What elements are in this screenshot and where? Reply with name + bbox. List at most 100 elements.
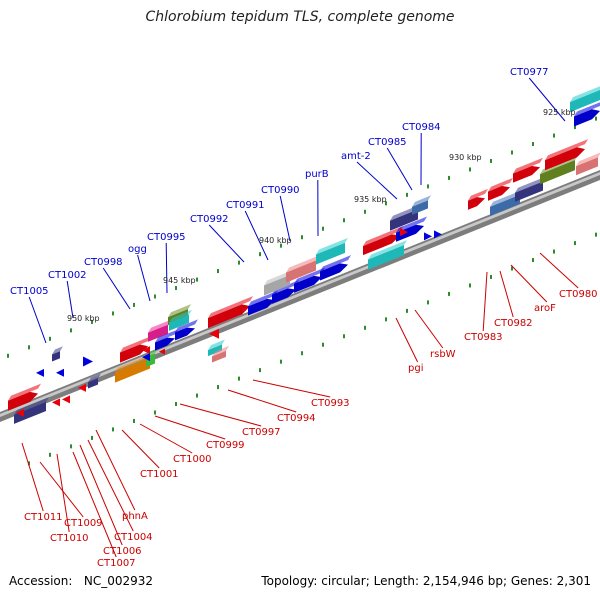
gene-label-top: CT0990 bbox=[261, 185, 300, 196]
gene-label-bottom: CT1006 bbox=[103, 546, 142, 557]
gene-feature bbox=[8, 383, 41, 411]
gene-label-top: CT1005 bbox=[10, 286, 49, 297]
leader-line bbox=[356, 161, 398, 200]
gene-label-top: CT1002 bbox=[48, 270, 87, 281]
topology-value: circular bbox=[321, 574, 366, 588]
leader-line bbox=[279, 195, 291, 242]
gene-label-bottom: CT1011 bbox=[24, 512, 63, 523]
gene-feature bbox=[576, 152, 600, 176]
length-label: Length: bbox=[373, 574, 420, 588]
scale-label: 930 kbp bbox=[449, 153, 482, 162]
gene-feature bbox=[316, 237, 348, 265]
leader-line bbox=[102, 267, 131, 310]
scale-label: 935 kbp bbox=[354, 195, 387, 204]
leader-line bbox=[39, 461, 84, 518]
gene-feature bbox=[264, 270, 293, 296]
gene-arrow bbox=[16, 408, 24, 417]
leader-line bbox=[87, 439, 134, 532]
gene-label-bottom: CT0997 bbox=[242, 427, 281, 438]
gene-arrow bbox=[83, 356, 93, 367]
leader-line bbox=[482, 271, 488, 332]
gene-label-top: amt-2 bbox=[341, 151, 371, 162]
gene-label-bottom: CT0993 bbox=[311, 398, 350, 409]
gene-label-top: CT0995 bbox=[147, 232, 186, 243]
length-value: 2,154,946 bp bbox=[422, 574, 503, 588]
leader-line bbox=[510, 264, 548, 303]
leader-line bbox=[499, 270, 514, 318]
leader-line bbox=[79, 444, 123, 546]
gene-label-bottom: aroF bbox=[534, 303, 556, 314]
gene-feature bbox=[488, 177, 513, 201]
gene-arrow bbox=[159, 348, 165, 355]
gene-feature bbox=[208, 339, 225, 357]
gene-label-bottom: CT0980 bbox=[559, 289, 598, 300]
leader-line bbox=[121, 429, 160, 469]
accession-value: NC_002932 bbox=[83, 574, 154, 588]
leader-line bbox=[539, 252, 579, 289]
gene-label-top: CT0992 bbox=[190, 214, 229, 225]
gene-label-top: CT0984 bbox=[402, 122, 441, 133]
leader-line bbox=[208, 224, 245, 263]
genes-value: 2,301 bbox=[556, 574, 591, 588]
gene-label-bottom: CT0999 bbox=[206, 440, 245, 451]
genes-label: Genes: bbox=[510, 574, 553, 588]
gene-feature bbox=[146, 348, 158, 368]
gene-features bbox=[8, 86, 600, 424]
gene-feature bbox=[169, 309, 192, 331]
leader-line bbox=[56, 453, 70, 533]
gene-feature bbox=[175, 319, 198, 341]
scale-ticks bbox=[7, 116, 597, 466]
leader-line bbox=[528, 77, 566, 122]
gene-arrow bbox=[56, 368, 64, 377]
scale-label: 940 kbp bbox=[259, 236, 292, 245]
gene-feature bbox=[515, 176, 546, 202]
gene-arrow bbox=[142, 346, 150, 355]
gene-label-bottom: phnA bbox=[122, 511, 148, 522]
genome-stats: Topology: circular; Length: 2,154,946 bp… bbox=[261, 574, 591, 588]
gene-feature bbox=[468, 188, 488, 210]
gene-feature bbox=[412, 195, 431, 215]
label-leader-lines bbox=[21, 77, 579, 558]
gene-feature bbox=[248, 290, 278, 316]
gene-feature bbox=[513, 157, 543, 183]
gene-feature bbox=[294, 267, 325, 293]
topology-label: Topology: bbox=[261, 574, 318, 588]
leader-line bbox=[414, 309, 444, 349]
gene-label-bottom: CT1010 bbox=[50, 533, 89, 544]
leader-line bbox=[139, 423, 193, 454]
leader-line bbox=[165, 242, 168, 294]
accession-label: Accession: bbox=[9, 574, 73, 588]
leader-line bbox=[28, 296, 47, 344]
leader-line bbox=[252, 379, 331, 398]
gene-feature bbox=[396, 216, 427, 242]
gene-arrow bbox=[434, 230, 442, 239]
scale-label: 950 kbp bbox=[67, 314, 100, 323]
leader-line bbox=[395, 317, 419, 363]
leader-line bbox=[137, 254, 151, 302]
gene-label-top: ogg bbox=[128, 244, 147, 255]
leader-line bbox=[386, 147, 413, 191]
leader-line bbox=[179, 403, 262, 427]
gene-arrow bbox=[52, 398, 60, 407]
gene-feature bbox=[88, 373, 101, 389]
gene-feature bbox=[212, 345, 229, 363]
map-title: Chlorobium tepidum TLS, complete genome bbox=[145, 9, 455, 25]
gene-feature bbox=[368, 240, 407, 270]
gene-feature bbox=[570, 86, 600, 113]
gene-label-bottom: CT0982 bbox=[494, 318, 533, 329]
gene-arrow bbox=[36, 368, 44, 377]
gene-feature bbox=[148, 319, 171, 342]
gene-label-bottom: CT1009 bbox=[64, 518, 103, 529]
leader-line bbox=[21, 442, 44, 512]
gene-label-bottom: pgi bbox=[408, 363, 423, 374]
gene-label-bottom: rsbW bbox=[430, 349, 456, 360]
gene-label-top: CT0985 bbox=[368, 137, 407, 148]
leader-line bbox=[154, 415, 226, 440]
gene-label-top: CT0977 bbox=[510, 67, 549, 78]
gene-feature bbox=[545, 139, 588, 171]
gene-arrow bbox=[424, 232, 432, 241]
gene-feature bbox=[120, 336, 151, 363]
gene-feature bbox=[208, 296, 253, 329]
